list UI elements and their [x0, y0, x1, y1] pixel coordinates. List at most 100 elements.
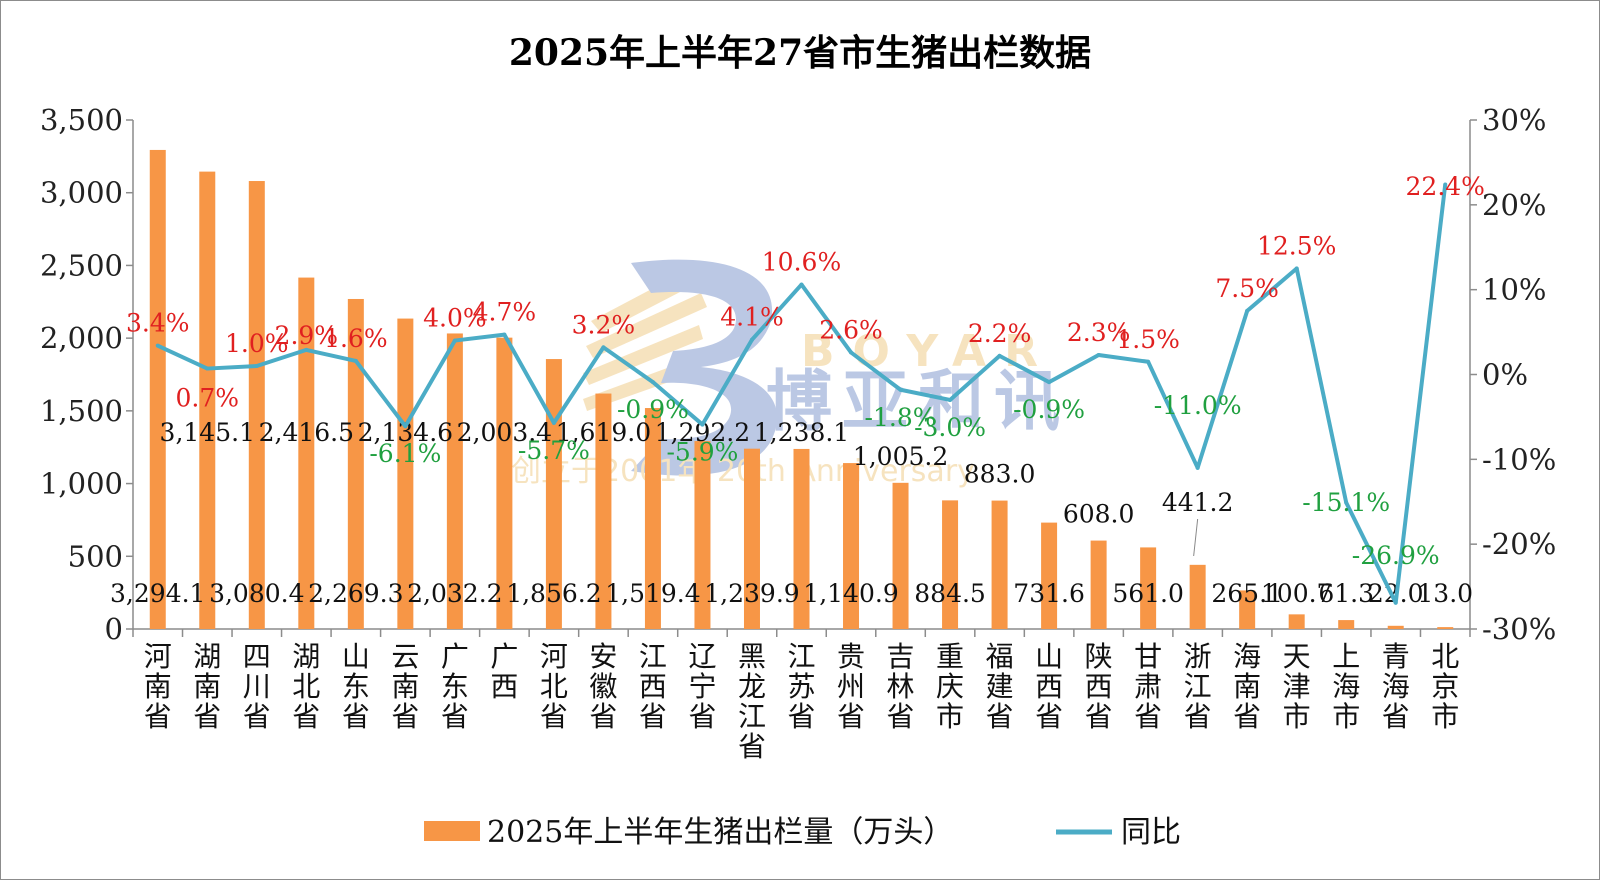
watermark-brand-cn: 博亚和讯 — [766, 363, 1070, 440]
yoy-point — [1047, 380, 1052, 385]
watermark-rays — [583, 263, 709, 411]
yoy-data-label: 0.7% — [176, 384, 240, 413]
category-label: 江西省 — [639, 640, 667, 733]
bar-data-label: 1,519.4 — [605, 579, 700, 608]
right-tick-label: 0% — [1482, 358, 1528, 392]
yoy-data-label: -15.1% — [1302, 488, 1390, 517]
category-label: 河北省 — [540, 640, 568, 733]
yoy-data-label: 1.5% — [1116, 325, 1180, 354]
bar-data-label: 1,140.9 — [803, 579, 898, 608]
right-tick-label: 10% — [1482, 273, 1546, 307]
bar — [644, 408, 661, 629]
yoy-point — [254, 364, 259, 369]
bar — [743, 448, 760, 629]
legend: 2025年上半年生猪出栏量（万头） 同比 — [424, 815, 1181, 850]
category-label: 辽宁省 — [688, 640, 716, 733]
leader-line — [1193, 518, 1199, 557]
yoy-point — [749, 337, 754, 342]
category-label: 山西省 — [1035, 640, 1063, 733]
yoy-data-label: 2.6% — [819, 315, 883, 344]
yoy-point — [353, 358, 358, 363]
bar-data-label: 13.0 — [1417, 579, 1473, 608]
bar — [843, 463, 860, 629]
bar-data-label: 884.5 — [914, 579, 986, 608]
bar-data-label: 1,238.1 — [754, 418, 849, 447]
yoy-data-label: 2.3% — [1067, 318, 1131, 347]
bar — [595, 393, 612, 629]
yoy-point — [155, 343, 160, 348]
bar — [397, 318, 414, 629]
yoy-point — [205, 366, 210, 371]
bar-data-label: 1,619.0 — [556, 418, 651, 447]
category-label: 山东省 — [342, 640, 370, 733]
left-tick-label: 3,000 — [40, 176, 123, 210]
yoy-data-label: 22.4% — [1406, 172, 1485, 201]
yoy-point — [452, 338, 457, 343]
yoy-point — [551, 420, 556, 425]
yoy-data-label: -5.7% — [518, 436, 590, 465]
yoy-point — [700, 422, 705, 427]
chart-title: 2025年上半年27省市生猪出栏数据 — [509, 32, 1091, 74]
category-label: 上海市 — [1332, 640, 1360, 733]
right-axis-ticks: -30% -20% -10% 0% 10% 20% 30% — [1470, 103, 1556, 646]
yoy-point — [403, 424, 408, 429]
bar — [446, 333, 463, 629]
yoy-point — [997, 353, 1002, 358]
bar — [1437, 627, 1454, 629]
bar — [991, 500, 1008, 629]
yoy-data-label: -5.9% — [666, 438, 738, 467]
bar — [496, 337, 513, 629]
yoy-data-label: 2.9% — [275, 321, 339, 350]
category-label: 海南省 — [1233, 640, 1261, 733]
yoy-point — [601, 345, 606, 350]
category-label: 贵州省 — [837, 640, 865, 733]
yoy-point — [1393, 600, 1398, 605]
bar — [298, 277, 315, 629]
category-label: 湖南省 — [193, 640, 221, 733]
right-tick-label: 30% — [1482, 103, 1546, 137]
bar-data-label: 2,032.2 — [407, 579, 502, 608]
yoy-data-label: 2.2% — [968, 319, 1032, 348]
yoy-point — [650, 380, 655, 385]
yoy-point — [1195, 465, 1200, 470]
category-label: 甘肃省 — [1134, 640, 1162, 733]
line-series — [155, 182, 1448, 605]
yoy-point — [502, 332, 507, 337]
bar — [1041, 522, 1058, 629]
yoy-point — [1245, 308, 1250, 313]
yoy-data-label: 3.4% — [126, 309, 190, 338]
category-label: 广西 — [490, 640, 518, 703]
bar-data-label: 3,080.4 — [209, 579, 304, 608]
legend-line-label: 同比 — [1121, 815, 1181, 850]
category-label: 江苏省 — [787, 640, 815, 733]
bar — [1338, 620, 1355, 629]
bar — [1387, 625, 1404, 629]
category-label: 广东省 — [441, 640, 469, 733]
yoy-data-label: 3.2% — [572, 310, 636, 339]
yoy-point — [849, 350, 854, 355]
yoy-data-label: 1.0% — [225, 329, 289, 358]
bar — [1189, 564, 1206, 629]
category-label: 北京市 — [1431, 640, 1459, 733]
bar-data-label: 265.1 — [1211, 579, 1283, 608]
yoy-point — [1146, 359, 1151, 364]
bar-data-label: 883.0 — [964, 460, 1036, 489]
bar-data-labels: 3,294.13,145.13,080.42,416.52,269.32,134… — [110, 418, 1473, 608]
bar-data-label: 2,269.3 — [308, 579, 403, 608]
left-tick-label: 500 — [68, 539, 123, 573]
category-label: 青海省 — [1382, 640, 1410, 733]
category-label: 河南省 — [144, 640, 172, 733]
left-tick-label: 1,500 — [40, 394, 123, 428]
bar-data-label: 100.7 — [1261, 579, 1333, 608]
bar-data-label: 2,416.5 — [259, 418, 354, 447]
right-tick-label: -30% — [1482, 612, 1556, 646]
left-tick-label: 2,000 — [40, 321, 123, 355]
right-tick-label: -10% — [1482, 442, 1556, 476]
bar — [694, 441, 711, 629]
yoy-point — [948, 397, 953, 402]
right-tick-label: -20% — [1482, 527, 1556, 561]
yoy-data-label: 4.0% — [423, 304, 487, 333]
left-axis-ticks: 0 500 1,000 1,500 2,000 2,500 3,000 3,500 — [40, 103, 133, 646]
yoy-data-label: 4.1% — [720, 303, 784, 332]
right-tick-label: 20% — [1482, 188, 1546, 222]
